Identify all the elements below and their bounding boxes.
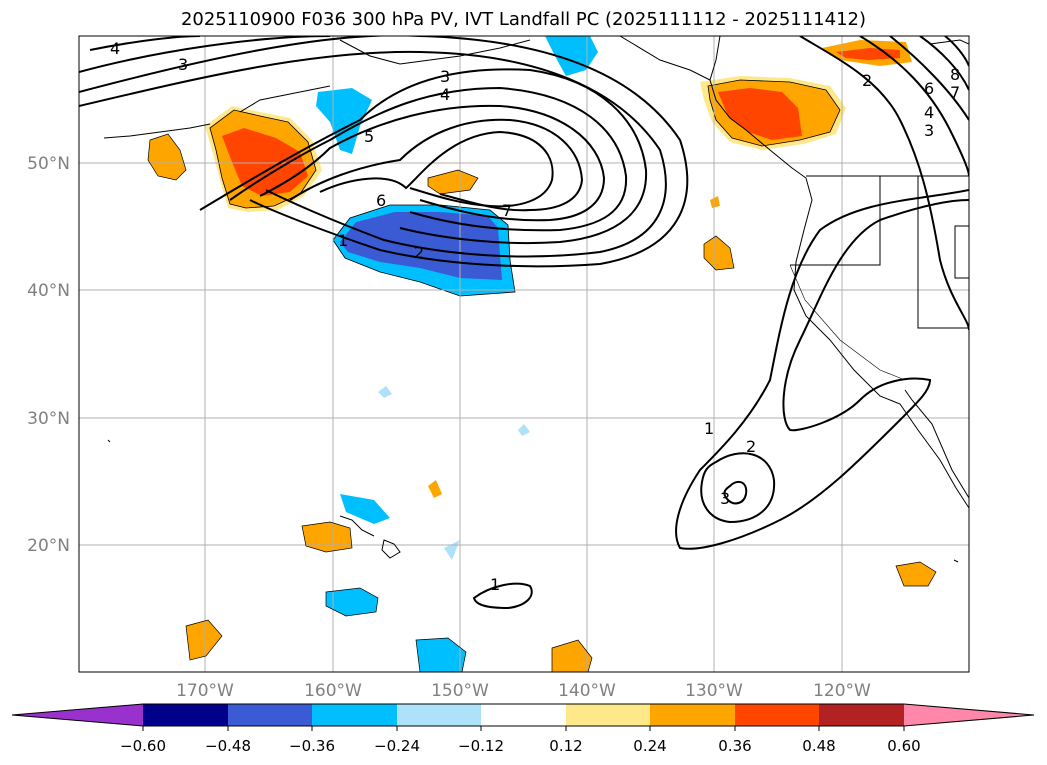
colorbar-tick-label: −0.12 <box>458 737 504 755</box>
colorbar-segment <box>566 704 650 726</box>
graticule <box>79 36 969 672</box>
contour-label: 6 <box>924 79 934 98</box>
contour-label: 2 <box>414 243 424 262</box>
lon-label: 160°W <box>304 681 362 701</box>
map-title: 2025110900 F036 300 hPa PV, IVT Landfall… <box>180 9 867 30</box>
colorbar-segment <box>650 704 735 726</box>
contour-label: 3 <box>178 55 188 74</box>
contour-label: 4 <box>440 85 450 104</box>
lat-label: 40°N <box>27 281 70 301</box>
colorbar-tick-label: −0.24 <box>374 737 420 755</box>
colorbar-tick-label: −0.48 <box>205 737 251 755</box>
ivt-shading <box>148 36 936 672</box>
colorbar-tick-label: 0.12 <box>549 737 582 755</box>
contour-label: 5 <box>364 127 374 146</box>
colorbar-segment <box>481 704 566 726</box>
colorbar-segment <box>143 704 228 726</box>
lon-label: 170°W <box>176 681 234 701</box>
lon-label: 130°W <box>685 681 743 701</box>
contour-label: 1 <box>490 575 500 594</box>
contour-label: 6 <box>376 191 386 210</box>
contour-label: 3 <box>440 67 450 86</box>
lon-label: 120°W <box>813 681 871 701</box>
lat-label: 50°N <box>27 154 70 174</box>
contour-label: 8 <box>950 65 960 84</box>
colorbar-extend-right <box>904 704 1034 726</box>
pv-contour-labels: 4 3 3 4 5 6 7 1 2 2 6 4 3 8 7 1 2 3 1 <box>110 39 960 594</box>
contour-label: 2 <box>746 437 756 456</box>
contour-label: 3 <box>720 489 730 508</box>
colorbar-ticks <box>142 726 905 731</box>
colorbar-tick-label: 0.36 <box>718 737 751 755</box>
contour-label: 4 <box>110 39 120 58</box>
contour-label: 3 <box>924 121 934 140</box>
lat-label: 20°N <box>27 536 70 556</box>
colorbar-segment <box>228 704 312 726</box>
colorbar-tick-label: 0.60 <box>887 737 920 755</box>
colorbar-tick-label: 0.48 <box>802 737 835 755</box>
colorbar-segment <box>397 704 481 726</box>
colorbar-segment <box>819 704 904 726</box>
lon-label: 150°W <box>431 681 489 701</box>
colorbar-tick-label: 0.24 <box>633 737 666 755</box>
contour-label: 7 <box>950 83 960 102</box>
contour-label: 1 <box>704 419 714 438</box>
contour-label: 4 <box>924 103 934 122</box>
lat-label: 30°N <box>27 409 70 429</box>
colorbar: −0.60 −0.48 −0.36 −0.24 −0.12 0.12 0.24 … <box>11 703 1035 755</box>
colorbar-tick-labels: −0.60 −0.48 −0.36 −0.24 −0.12 0.12 0.24 … <box>120 737 921 755</box>
contour-label: 1 <box>338 231 348 250</box>
contour-label: 2 <box>862 71 872 90</box>
colorbar-tick-label: −0.60 <box>120 737 166 755</box>
colorbar-extend-left <box>12 704 143 726</box>
lon-label: 140°W <box>558 681 616 701</box>
colorbar-tick-label: −0.36 <box>289 737 335 755</box>
coastlines <box>103 36 969 563</box>
map-frame <box>78 35 970 673</box>
colorbar-segment <box>312 704 397 726</box>
colorbar-segment <box>735 704 819 726</box>
contour-label: 7 <box>502 201 512 220</box>
longitude-labels: 170°W 160°W 150°W 140°W 130°W 120°W <box>176 681 871 701</box>
latitude-labels: 50°N 40°N 30°N 20°N <box>27 154 70 556</box>
ivt-outlines <box>147 133 937 672</box>
map-panel: 4 3 3 4 5 6 7 1 2 2 6 4 3 8 7 1 2 3 1 <box>79 36 969 672</box>
pv-contours <box>79 36 969 610</box>
